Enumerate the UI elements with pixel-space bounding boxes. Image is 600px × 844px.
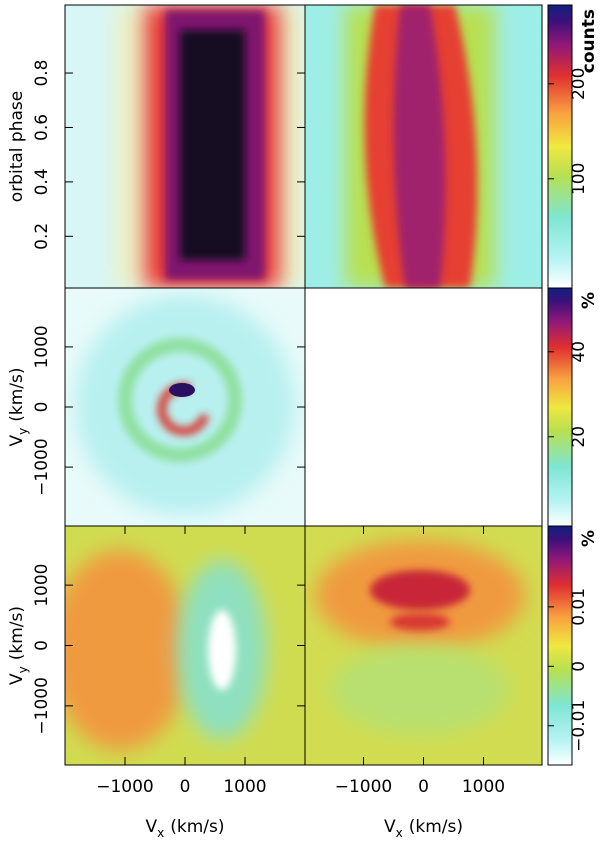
y-tick-label: 1000 bbox=[32, 564, 52, 607]
y-tick-label: 0 bbox=[32, 402, 52, 413]
y-tick-label: 0.6 bbox=[32, 114, 52, 141]
axis-label-main: V bbox=[7, 435, 27, 447]
axis-label: Vx (km/s) bbox=[384, 817, 463, 840]
axis-label-unit: (km/s) bbox=[409, 817, 463, 837]
x-tick-label: 1000 bbox=[462, 777, 505, 797]
colorbar-tick-label: 40 bbox=[569, 341, 589, 363]
x-tick-label: 0 bbox=[180, 777, 191, 797]
colorbar bbox=[547, 4, 573, 289]
trailed-spectrum bbox=[65, 5, 305, 288]
axis-label-sub: y bbox=[16, 428, 30, 435]
axis-label: Vy (km/s) bbox=[7, 606, 30, 685]
empty-panel bbox=[305, 288, 542, 526]
axis-label: orbital phase bbox=[7, 91, 27, 202]
y-tick-label: 0.8 bbox=[32, 60, 52, 87]
axis-label-sub: y bbox=[16, 666, 30, 673]
axis-label-main: V bbox=[145, 817, 157, 837]
colorbar-tick-label: 100 bbox=[569, 163, 589, 195]
x-tick-label: 1000 bbox=[223, 777, 266, 797]
y-tick-label: −1000 bbox=[32, 677, 52, 735]
colorbar bbox=[547, 525, 573, 766]
colorbar-tick-label: −0.01 bbox=[569, 700, 589, 752]
axis-label-unit: (km/s) bbox=[170, 817, 224, 837]
y-tick-label: −1000 bbox=[32, 438, 52, 496]
axis-label-main: V bbox=[7, 673, 27, 685]
colorbar-tick-label: 200 bbox=[569, 68, 589, 100]
axis-label-sub: x bbox=[157, 826, 164, 840]
frames bbox=[64, 4, 543, 766]
y-tick-label: 1000 bbox=[32, 325, 52, 368]
colorbar-tick-label: 0 bbox=[569, 661, 589, 672]
y-tick-label: 0 bbox=[32, 640, 52, 651]
doppler-map bbox=[65, 288, 305, 526]
x-tick-label: 0 bbox=[418, 777, 429, 797]
axis-label-unit: (km/s) bbox=[7, 367, 27, 421]
model-spectrum bbox=[305, 5, 542, 288]
x-tick-label: −1000 bbox=[335, 777, 393, 797]
colorbar-label: % bbox=[579, 292, 599, 309]
difference-map bbox=[65, 526, 305, 765]
difference-map bbox=[305, 526, 542, 765]
y-tick-label: 0.4 bbox=[32, 168, 52, 195]
colorbar-tick-label: 0.01 bbox=[569, 588, 589, 626]
colorbar-label: % bbox=[579, 530, 599, 547]
colorbar-tick-label: 20 bbox=[569, 426, 589, 448]
colorbar-label: counts bbox=[579, 9, 599, 73]
axis-label: Vy (km/s) bbox=[7, 367, 30, 446]
colorbar bbox=[547, 287, 573, 527]
axis-label-main: V bbox=[384, 817, 396, 837]
axis-label-unit: (km/s) bbox=[7, 606, 27, 660]
axis-label: Vx (km/s) bbox=[145, 817, 224, 840]
x-tick-label: −1000 bbox=[96, 777, 154, 797]
frame bbox=[64, 4, 543, 766]
y-tick-label: 0.2 bbox=[32, 223, 52, 250]
axis-label-sub: x bbox=[396, 826, 403, 840]
